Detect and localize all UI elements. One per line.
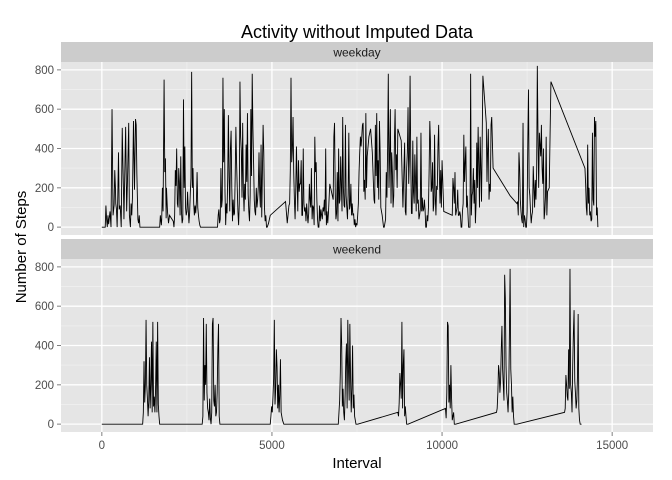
x-axis-title: Interval	[332, 455, 381, 472]
y-tick-label: 200	[35, 183, 54, 195]
y-tick-label: 800	[35, 262, 54, 274]
y-tick-label: 0	[48, 222, 54, 234]
y-tick-label: 400	[35, 341, 54, 353]
facet-strip-label: weekday	[332, 46, 380, 60]
facet-strip	[61, 42, 653, 62]
facet-panels: weekday 0 200 400 600 800 weekend 0 200 400 600 800	[35, 42, 653, 432]
y-tick-label: 800	[35, 65, 54, 77]
facet-panel-weekday: weekday 0 200 400 600 800	[35, 42, 653, 235]
x-tick-label: 5000	[259, 440, 285, 452]
x-tick-label: 15000	[596, 440, 628, 452]
y-tick-label: 200	[35, 380, 54, 392]
steps-series-line-weekend	[101, 268, 582, 425]
facet-panel-weekend: weekend 0 200 400 600 800	[35, 239, 653, 432]
y-tick-label: 0	[48, 419, 54, 431]
facet-strip-label: weekend	[332, 243, 381, 257]
x-tick-label: 0	[99, 440, 105, 452]
y-axis-title: Number of Steps	[13, 191, 30, 304]
steps-series-line-weekday	[101, 65, 599, 228]
y-tick-label: 600	[35, 301, 54, 313]
facet-strip	[61, 239, 653, 259]
x-tick-label: 10000	[426, 440, 458, 452]
x-axis: 0 5000 10000 15000	[99, 432, 628, 452]
chart-title: Activity without Imputed Data	[241, 22, 474, 42]
y-tick-label: 600	[35, 104, 54, 116]
y-tick-label: 400	[35, 144, 54, 156]
